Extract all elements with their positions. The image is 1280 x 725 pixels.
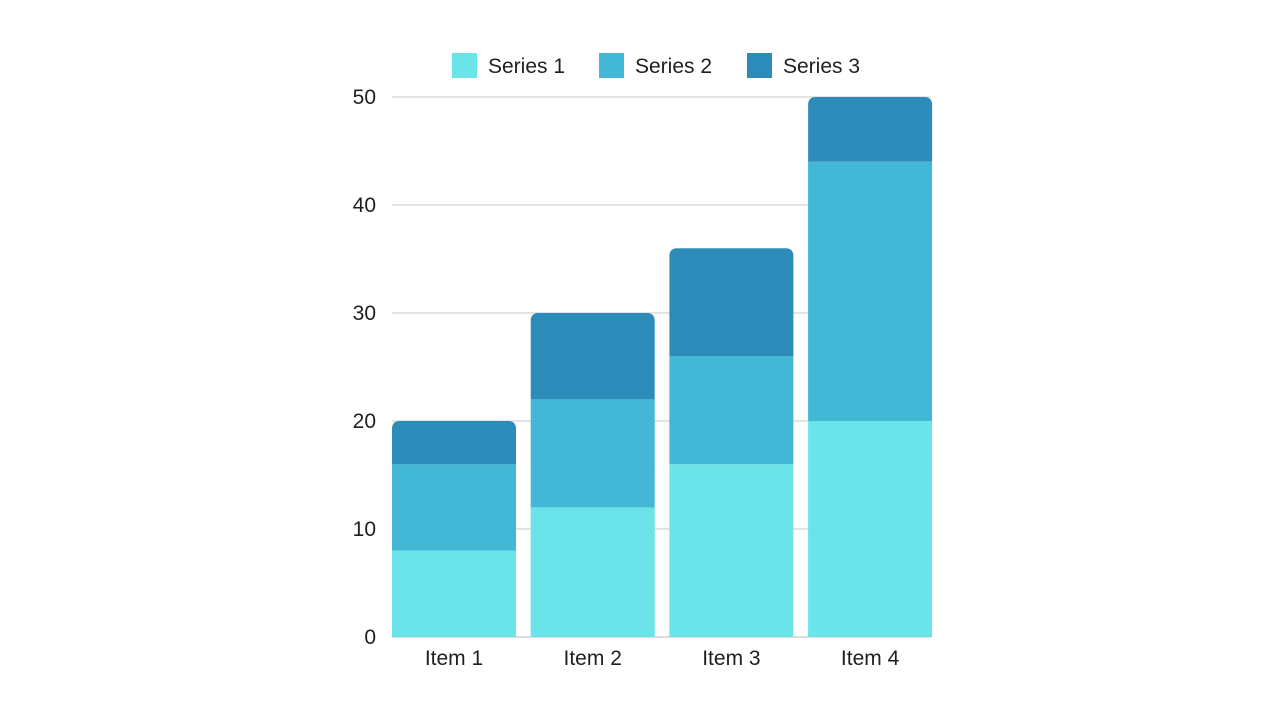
legend: Series 1 Series 2 Series 3 bbox=[452, 53, 860, 78]
bar-segment bbox=[392, 421, 516, 465]
y-tick-label: 0 bbox=[364, 626, 376, 649]
bar-segment bbox=[392, 550, 516, 637]
y-axis-tick-labels: 0 10 20 30 40 50 bbox=[353, 86, 376, 649]
bar-segment bbox=[530, 399, 655, 508]
bar-segment bbox=[808, 97, 933, 162]
bar-segment bbox=[669, 248, 794, 357]
bar-segment bbox=[669, 464, 794, 637]
legend-label: Series 1 bbox=[488, 55, 565, 78]
x-category-label: Item 2 bbox=[564, 647, 622, 670]
bar-segment bbox=[669, 356, 794, 465]
x-category-label: Item 3 bbox=[702, 647, 760, 670]
legend-swatch bbox=[599, 53, 624, 78]
bar-segment bbox=[530, 507, 655, 637]
legend-label: Series 2 bbox=[635, 55, 712, 78]
y-tick-label: 10 bbox=[353, 518, 376, 541]
bar-segment bbox=[392, 464, 516, 551]
legend-label: Series 3 bbox=[783, 55, 860, 78]
legend-swatch bbox=[747, 53, 772, 78]
y-tick-label: 50 bbox=[353, 86, 376, 109]
x-category-label: Item 4 bbox=[841, 647, 900, 670]
y-tick-label: 20 bbox=[353, 410, 376, 433]
x-axis-category-labels: Item 1 Item 2 Item 3 Item 4 bbox=[425, 647, 900, 670]
y-tick-label: 30 bbox=[353, 302, 376, 325]
y-tick-label: 40 bbox=[353, 194, 376, 217]
legend-swatch bbox=[452, 53, 477, 78]
bar-segment bbox=[530, 313, 655, 400]
bars bbox=[392, 97, 933, 637]
bar-segment bbox=[808, 161, 933, 422]
bar-segment bbox=[808, 421, 933, 637]
x-category-label: Item 1 bbox=[425, 647, 483, 670]
